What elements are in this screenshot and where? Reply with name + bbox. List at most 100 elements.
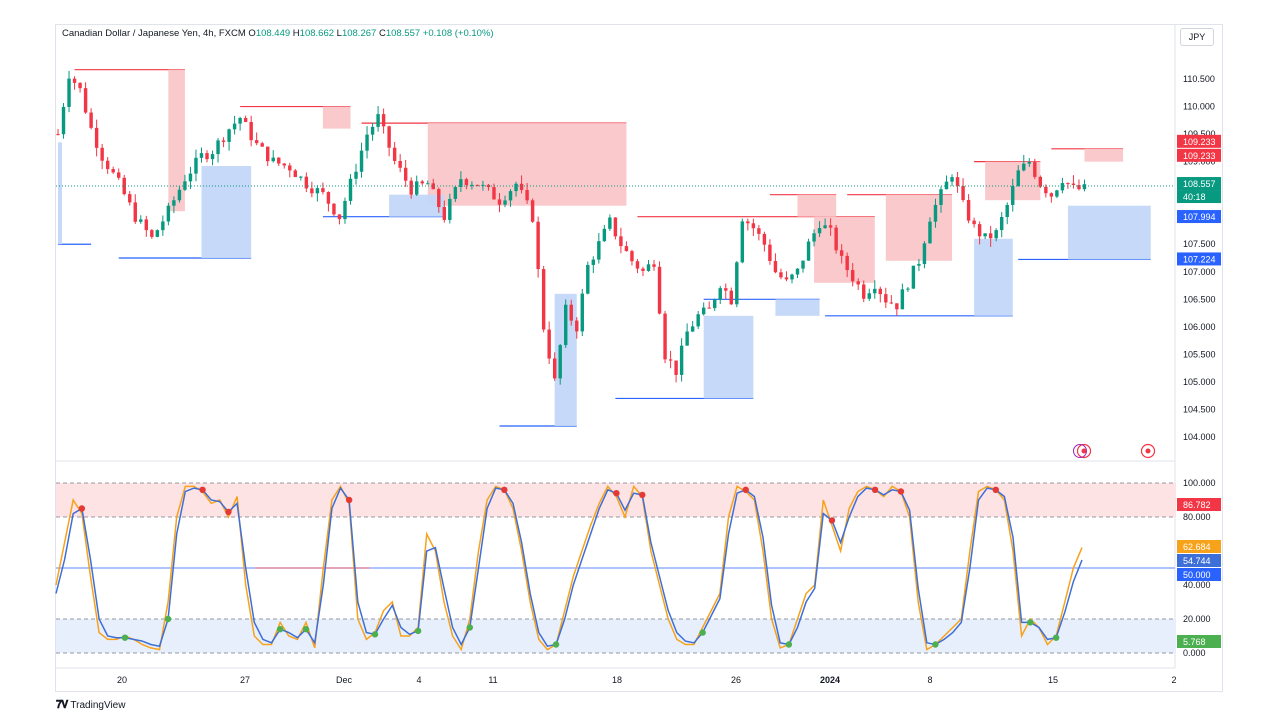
price-tick-label: 110.500: [1183, 74, 1215, 84]
oscillator-tick-label: 20.000: [1183, 614, 1211, 624]
candle-body: [188, 173, 193, 182]
candle-body: [597, 241, 601, 260]
candle-body: [398, 160, 402, 168]
candle-body: [784, 277, 789, 280]
candle-body: [343, 200, 347, 220]
candle-body: [740, 221, 745, 263]
candle-body: [161, 221, 165, 231]
candle-body: [475, 184, 480, 186]
candle-body: [492, 187, 496, 200]
candle-body: [194, 157, 198, 174]
candle-body: [453, 187, 458, 199]
candle-body: [1005, 204, 1009, 217]
candle-body: [641, 268, 645, 271]
candle-body: [266, 146, 270, 162]
candle-body: [718, 288, 722, 300]
candle-body: [183, 181, 187, 190]
candle-body: [729, 290, 733, 305]
candle-body: [144, 219, 149, 231]
candle-body: [105, 160, 110, 170]
tradingview-brand: TradingView: [70, 700, 126, 711]
candle-body: [757, 228, 761, 234]
candle-body: [431, 183, 435, 190]
candle-body: [668, 359, 673, 361]
candle-body: [1060, 183, 1065, 191]
low-value: 108.267: [341, 28, 377, 39]
price-axis-label: 108.557: [1183, 179, 1216, 189]
oscillator-tick-label: 80.000: [1183, 512, 1211, 522]
time-tick-label: 15: [1048, 675, 1058, 685]
buy-signal-dot: [785, 641, 793, 648]
supply-zone-fill: [814, 216, 875, 283]
candle-body: [613, 217, 618, 237]
candle-body: [508, 191, 513, 201]
tradingview-logo[interactable]: 𝟕𝐕 TradingView: [56, 699, 125, 712]
price-tick-label: 106.500: [1183, 294, 1216, 304]
supply-zone-fill: [1084, 148, 1124, 162]
candle-body: [558, 345, 562, 379]
candle-body: [922, 243, 927, 265]
price-tick-label: 104.500: [1183, 404, 1216, 414]
candle-body: [525, 189, 529, 201]
oscillator-axis-label-bg: [1177, 540, 1221, 553]
candle-body: [1027, 162, 1032, 164]
candle-body: [78, 82, 82, 89]
candle-body: [862, 284, 866, 299]
candle-body: [569, 304, 573, 321]
demand-zone-fill: [201, 166, 252, 259]
candle-body: [530, 200, 535, 222]
candle-body: [1077, 185, 1081, 190]
price-tick-label: 105.000: [1183, 377, 1216, 387]
currency-button[interactable]: JPY: [1180, 28, 1214, 46]
candle-body: [547, 329, 551, 359]
time-tick-label: 8: [927, 675, 932, 685]
buy-signal-dot: [932, 641, 939, 648]
time-tick-label: 20: [117, 675, 127, 685]
candle-body: [89, 112, 93, 128]
candle-body: [1071, 183, 1076, 186]
oscillator-axis-label: 62.684: [1183, 542, 1211, 552]
candle-body: [210, 154, 215, 160]
candle-body: [321, 188, 325, 193]
candle-body: [900, 289, 905, 310]
candle-body: [94, 127, 99, 148]
candle-body: [199, 153, 204, 158]
candle-body: [977, 224, 982, 237]
time-tick-label: Dec: [336, 675, 353, 685]
candle-body: [100, 147, 104, 161]
candle-body: [376, 114, 380, 127]
candle-body: [663, 313, 667, 360]
demand-zone-fill: [554, 293, 577, 426]
candle-body: [1038, 176, 1043, 187]
buy-signal-dot: [276, 626, 284, 633]
buy-signal-dot: [121, 634, 129, 641]
oversold-band: [56, 619, 1176, 653]
price-axis-label: 109.233: [1183, 137, 1216, 147]
candle-body: [1011, 186, 1015, 205]
price-axis-label-bg: [1177, 210, 1221, 224]
candle-body: [917, 264, 921, 266]
candle-body: [172, 200, 176, 206]
candle-body: [619, 236, 623, 247]
candle-body: [635, 261, 640, 269]
time-tick-label: 11: [488, 675, 497, 685]
sell-signal-dot: [742, 486, 749, 493]
sell-signal-dot: [871, 486, 879, 493]
candle-body: [420, 181, 424, 184]
candle-body: [166, 205, 171, 222]
oscillator-axis-label: 86.782: [1183, 500, 1211, 510]
candle-body: [966, 200, 971, 221]
candle-body: [806, 241, 811, 261]
candle-body: [768, 244, 772, 261]
candle-body: [961, 186, 965, 201]
candle-body: [801, 260, 805, 269]
candle-body: [884, 294, 888, 303]
price-tick-label: 104.000: [1183, 432, 1216, 442]
candle-body: [481, 184, 485, 186]
candle-body: [999, 216, 1004, 231]
candle-body: [790, 274, 794, 280]
buy-signal-dot: [302, 626, 310, 633]
demand-zone-fill: [58, 142, 62, 245]
sell-signal-dot: [345, 496, 353, 504]
